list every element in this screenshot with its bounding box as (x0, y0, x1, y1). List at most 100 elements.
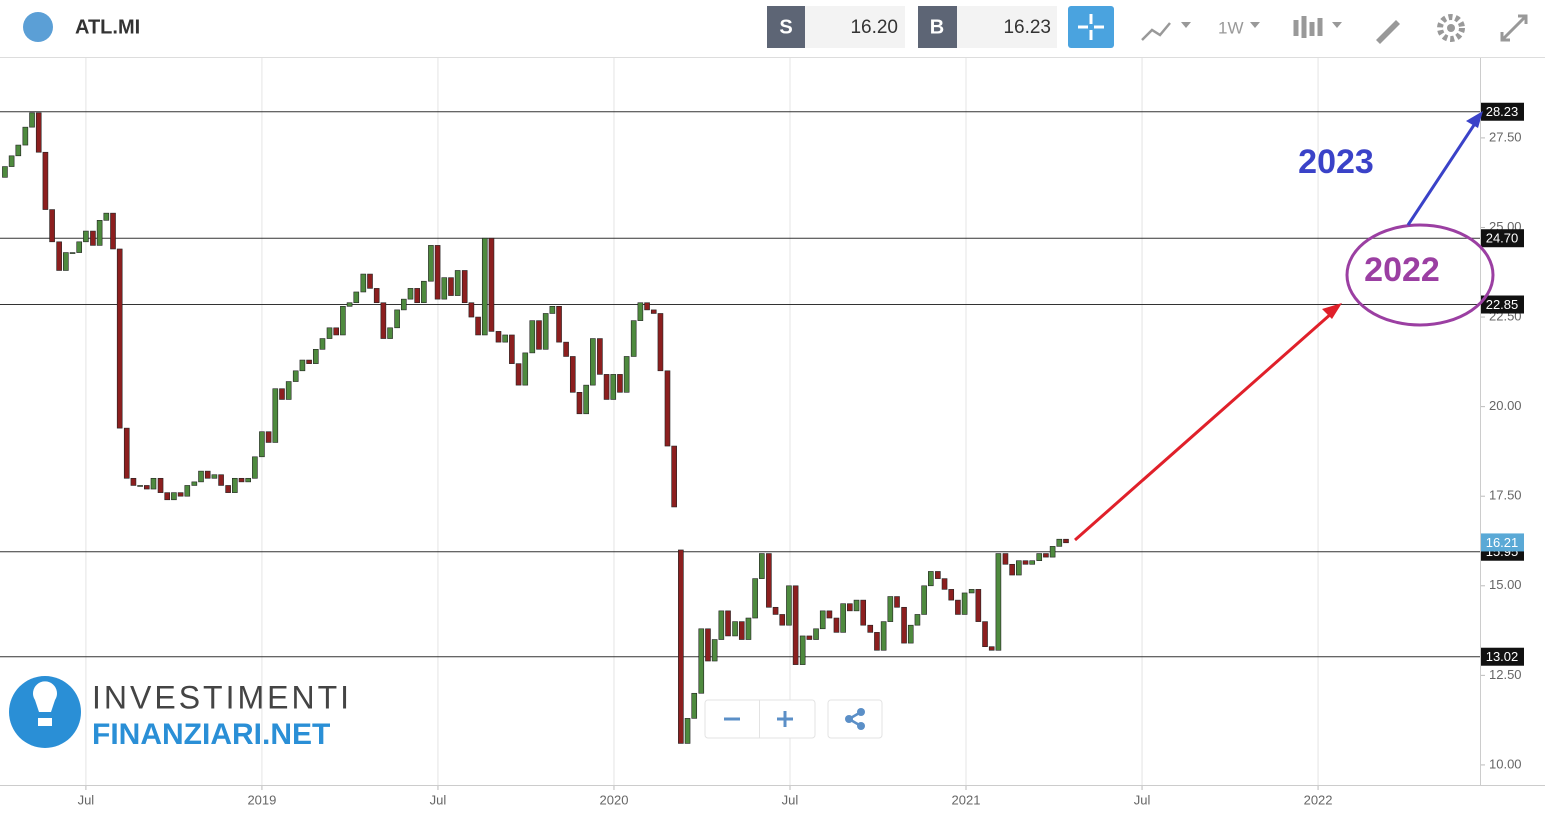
candle (441, 277, 448, 300)
y-tick-label: 12.50 (1489, 667, 1522, 682)
x-tick-label: Jul (782, 792, 799, 807)
candle (312, 349, 319, 364)
candle (819, 610, 826, 630)
candle (394, 309, 400, 329)
candle (678, 549, 684, 744)
symbol: ATL.MI (75, 16, 140, 38)
candle (536, 320, 542, 350)
candle (387, 327, 393, 339)
candle (218, 474, 224, 486)
candle (434, 245, 441, 300)
candle (150, 477, 157, 490)
share-button[interactable] (827, 699, 883, 739)
candle (860, 599, 867, 626)
level-label-box (1480, 229, 1524, 248)
candle (42, 151, 49, 210)
red-arrow-head (1322, 303, 1342, 319)
y-tick-label: 27.50 (1489, 129, 1522, 144)
candle (887, 596, 894, 622)
draw-icon[interactable] (1376, 20, 1400, 44)
buy-price: 16.23 (1003, 17, 1051, 38)
candle (22, 126, 29, 146)
ellipse (1345, 223, 1495, 327)
candle (35, 112, 42, 153)
candle (745, 617, 752, 640)
candle (650, 309, 657, 314)
candle (853, 599, 860, 612)
candle (1063, 538, 1069, 544)
candle (346, 302, 353, 307)
candle (799, 635, 806, 665)
candle (232, 477, 238, 493)
symbol-icon (23, 12, 53, 42)
annotation: 2022 (1364, 251, 1440, 289)
candle (630, 320, 637, 357)
x-tick-label: Jul (1134, 792, 1151, 807)
y-tick-label: 15.00 (1489, 577, 1522, 592)
last-price-label: 16.21 (1486, 535, 1519, 550)
dropdown (1332, 22, 1342, 28)
x-tick-label: 2022 (1304, 792, 1333, 807)
candle (96, 220, 103, 246)
candle (448, 277, 454, 296)
candle (184, 485, 191, 497)
candle (907, 624, 914, 644)
share-dot (845, 715, 853, 723)
logo-bulb (32, 681, 58, 726)
x-tick-label: 2019 (247, 792, 276, 807)
candle (123, 427, 130, 479)
candle (522, 352, 529, 386)
dropdown (1181, 22, 1191, 28)
candle (914, 614, 921, 626)
fullscreen-icon[interactable] (1500, 14, 1528, 42)
interval[interactable]: 1W (1218, 18, 1244, 37)
candle (982, 621, 988, 647)
candle (928, 571, 934, 587)
candle (563, 341, 569, 357)
red-arrow (1074, 311, 1333, 542)
buy-button[interactable] (918, 6, 957, 48)
candle (935, 571, 941, 579)
annotation: 2023 (1298, 143, 1374, 181)
candle (367, 273, 373, 289)
x-tick-label: Jul (430, 792, 447, 807)
candle (29, 112, 35, 128)
candle (454, 270, 461, 296)
candle (400, 298, 407, 311)
settings-icon[interactable] (1437, 14, 1465, 42)
candle (576, 391, 583, 415)
zoom-icons[interactable] (724, 711, 793, 727)
candle (569, 356, 576, 393)
candle (637, 302, 644, 321)
candle (259, 431, 265, 458)
chart-type-icon[interactable] (1141, 22, 1171, 41)
candle (786, 585, 792, 626)
candle (63, 252, 69, 271)
level-label-box (1480, 647, 1524, 666)
candle (657, 313, 664, 372)
candles-icon[interactable] (1293, 16, 1323, 38)
y-tick-label: 17.50 (1489, 488, 1522, 503)
share-dot (857, 722, 865, 730)
buy-label: B (930, 16, 944, 38)
candle (414, 288, 420, 304)
buy-box[interactable] (957, 6, 1057, 48)
candle (306, 359, 312, 364)
candle (319, 338, 326, 350)
candle (759, 553, 765, 579)
crosshair-icon (1078, 14, 1104, 40)
x-tick-label: 2021 (952, 792, 981, 807)
candle (833, 617, 840, 633)
candle (705, 628, 711, 662)
candle (428, 245, 434, 282)
candle (1022, 560, 1029, 565)
candle (806, 635, 813, 640)
crosshair-button[interactable] (1068, 6, 1114, 48)
sell-button[interactable] (767, 6, 805, 48)
candle (603, 374, 610, 400)
candle (509, 334, 515, 364)
candle (495, 331, 502, 343)
sell-box[interactable] (805, 6, 905, 48)
candle (515, 363, 522, 386)
